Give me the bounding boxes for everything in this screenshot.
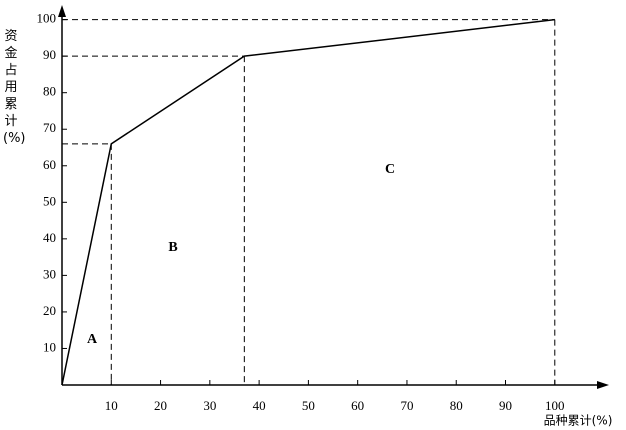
annotation: A [87, 332, 98, 347]
y-tick-label: 100 [37, 11, 57, 26]
annotation: C [385, 162, 395, 177]
x-tick-label: 40 [253, 398, 266, 413]
x-axis-label: 品种累计(%) [544, 414, 613, 428]
series-line [61, 18, 555, 386]
x-tick-label: 100 [545, 398, 565, 413]
y-axis-arrow [58, 5, 66, 17]
x-tick-label: 10 [105, 398, 118, 413]
x-tick-label: 90 [499, 398, 512, 413]
y-tick-label: 10 [43, 339, 56, 354]
annotation: B [168, 240, 177, 255]
y-tick-label: 40 [43, 230, 56, 245]
x-tick-label: 60 [351, 398, 364, 413]
x-tick-label: 50 [302, 398, 315, 413]
x-axis-arrow [597, 381, 609, 389]
y-tick-label: 80 [43, 84, 56, 99]
y-tick-label: 70 [43, 120, 56, 135]
y-tick-label: 20 [43, 303, 56, 318]
x-tick-label: 20 [154, 398, 167, 413]
x-tick-label: 70 [400, 398, 413, 413]
y-tick-label: 60 [43, 157, 56, 172]
x-tick-label: 30 [203, 398, 216, 413]
y-tick-label: 50 [43, 193, 56, 208]
y-tick-label: 90 [43, 47, 56, 62]
x-tick-label: 80 [450, 398, 463, 413]
y-tick-label: 30 [43, 266, 56, 281]
y-axis-label: 资金占用累计(%) [3, 29, 26, 146]
